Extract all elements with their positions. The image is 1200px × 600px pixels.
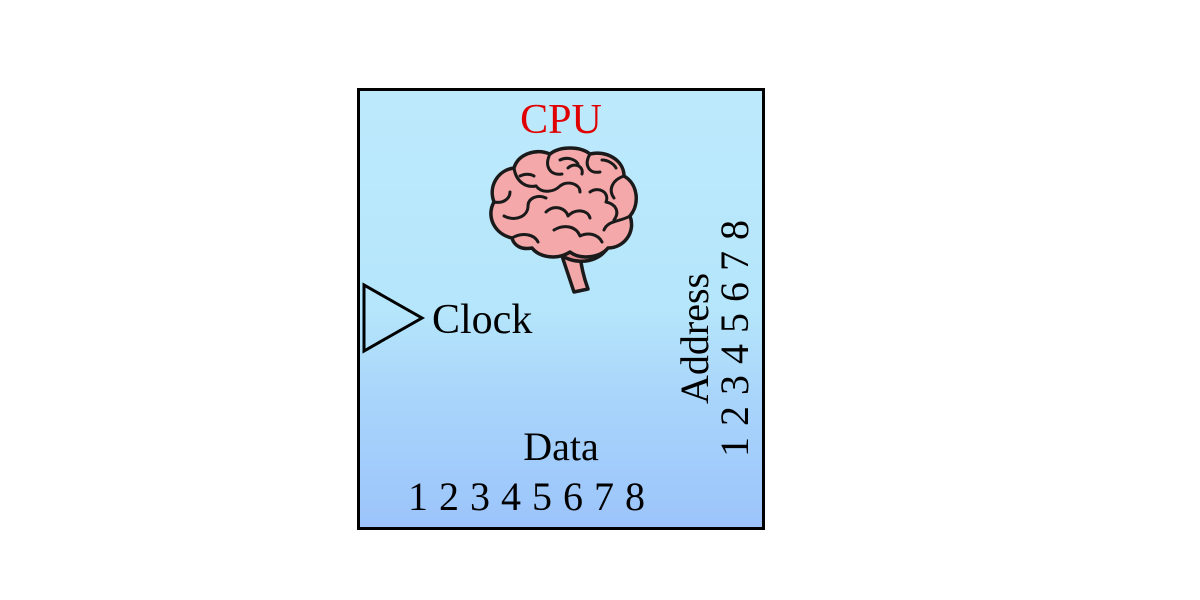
data-pins: 1 2 3 4 5 6 7 8 (408, 474, 646, 519)
clock-label: Clock (432, 297, 533, 343)
brain-icon (489, 146, 638, 294)
cpu-block: CPU (357, 88, 765, 530)
data-label: Data (523, 424, 599, 469)
clock-input-triangle (362, 282, 426, 354)
address-pins: 1 2 3 4 5 6 7 8 (712, 219, 757, 458)
address-label: Address (672, 272, 717, 404)
block-title: CPU (520, 97, 602, 143)
